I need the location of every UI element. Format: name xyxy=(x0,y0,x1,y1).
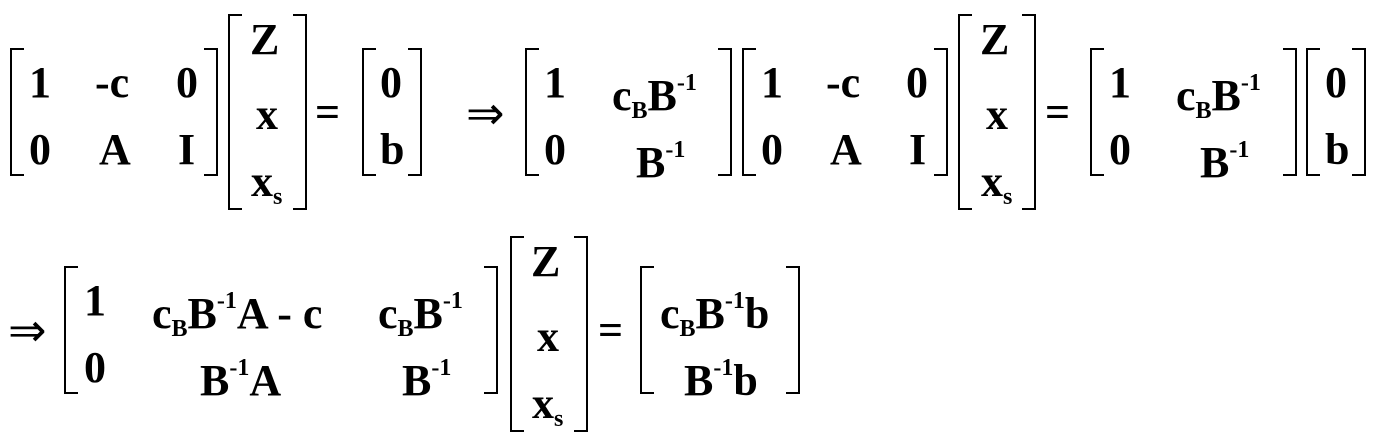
right-bracket xyxy=(408,48,422,176)
cell: A xyxy=(99,125,131,174)
left-bracket xyxy=(362,48,376,176)
cell: b xyxy=(1325,125,1350,174)
cell: 0 xyxy=(380,58,402,107)
cell: Z xyxy=(250,15,280,64)
left-bracket xyxy=(10,48,24,176)
cell: x xyxy=(256,90,278,139)
cell: x xyxy=(986,90,1008,139)
cell: cBB-1 xyxy=(1176,70,1261,124)
cell: 0 xyxy=(761,125,783,174)
left-bracket xyxy=(640,266,654,394)
cell: cBB-1A - c xyxy=(152,288,323,342)
cell: 0 xyxy=(1325,58,1347,107)
cell: 0 xyxy=(176,58,198,107)
cell: 0 xyxy=(906,58,928,107)
cell: x xyxy=(537,312,559,361)
right-bracket xyxy=(1352,48,1366,176)
right-bracket xyxy=(204,48,218,176)
cell: Z xyxy=(531,237,561,286)
left-bracket xyxy=(228,14,242,210)
cell: 1 xyxy=(29,58,51,107)
implies-arrow: ⇒ xyxy=(466,86,505,140)
cell: cBB-1b xyxy=(660,288,770,342)
equals-sign: = xyxy=(598,306,624,355)
left-bracket xyxy=(958,14,972,210)
cell: xs xyxy=(251,157,283,211)
right-bracket xyxy=(718,48,732,176)
cell: 0 xyxy=(29,125,51,174)
right-bracket xyxy=(1283,48,1297,176)
cell: 1 xyxy=(84,276,106,325)
cell: 0 xyxy=(544,125,566,174)
cell: B-1 xyxy=(402,355,452,405)
cell: 1 xyxy=(1109,58,1131,107)
left-bracket xyxy=(510,236,524,432)
cell: -c xyxy=(95,58,130,107)
right-bracket xyxy=(786,266,800,394)
right-bracket xyxy=(574,236,588,432)
cell: I xyxy=(178,125,196,174)
cell: 0 xyxy=(1109,125,1131,174)
cell: B-1A xyxy=(200,355,282,405)
cell: I xyxy=(909,125,927,174)
cell: B-1 xyxy=(636,137,686,187)
cell: 0 xyxy=(84,343,106,392)
equals-sign: = xyxy=(315,88,341,137)
cell: xs xyxy=(532,379,564,433)
cell: b xyxy=(380,125,405,174)
cell: B-1b xyxy=(684,355,758,405)
cell: 1 xyxy=(544,58,566,107)
cell: cBB-1 xyxy=(612,70,697,124)
left-bracket xyxy=(525,48,539,176)
left-bracket xyxy=(64,266,78,394)
left-bracket xyxy=(1306,48,1320,176)
implies-arrow: ⇒ xyxy=(8,303,47,357)
right-bracket xyxy=(484,266,498,394)
left-bracket xyxy=(742,48,756,176)
left-bracket xyxy=(1090,48,1104,176)
cell: xs xyxy=(981,157,1013,211)
right-bracket xyxy=(293,14,307,210)
right-bracket xyxy=(934,48,948,176)
cell: Z xyxy=(980,15,1010,64)
equals-sign: = xyxy=(1045,88,1071,137)
cell: -c xyxy=(826,58,861,107)
cell: 1 xyxy=(761,58,783,107)
cell: B-1 xyxy=(1200,137,1250,187)
right-bracket xyxy=(1022,14,1036,210)
cell: A xyxy=(830,125,862,174)
cell: cBB-1 xyxy=(378,288,463,342)
